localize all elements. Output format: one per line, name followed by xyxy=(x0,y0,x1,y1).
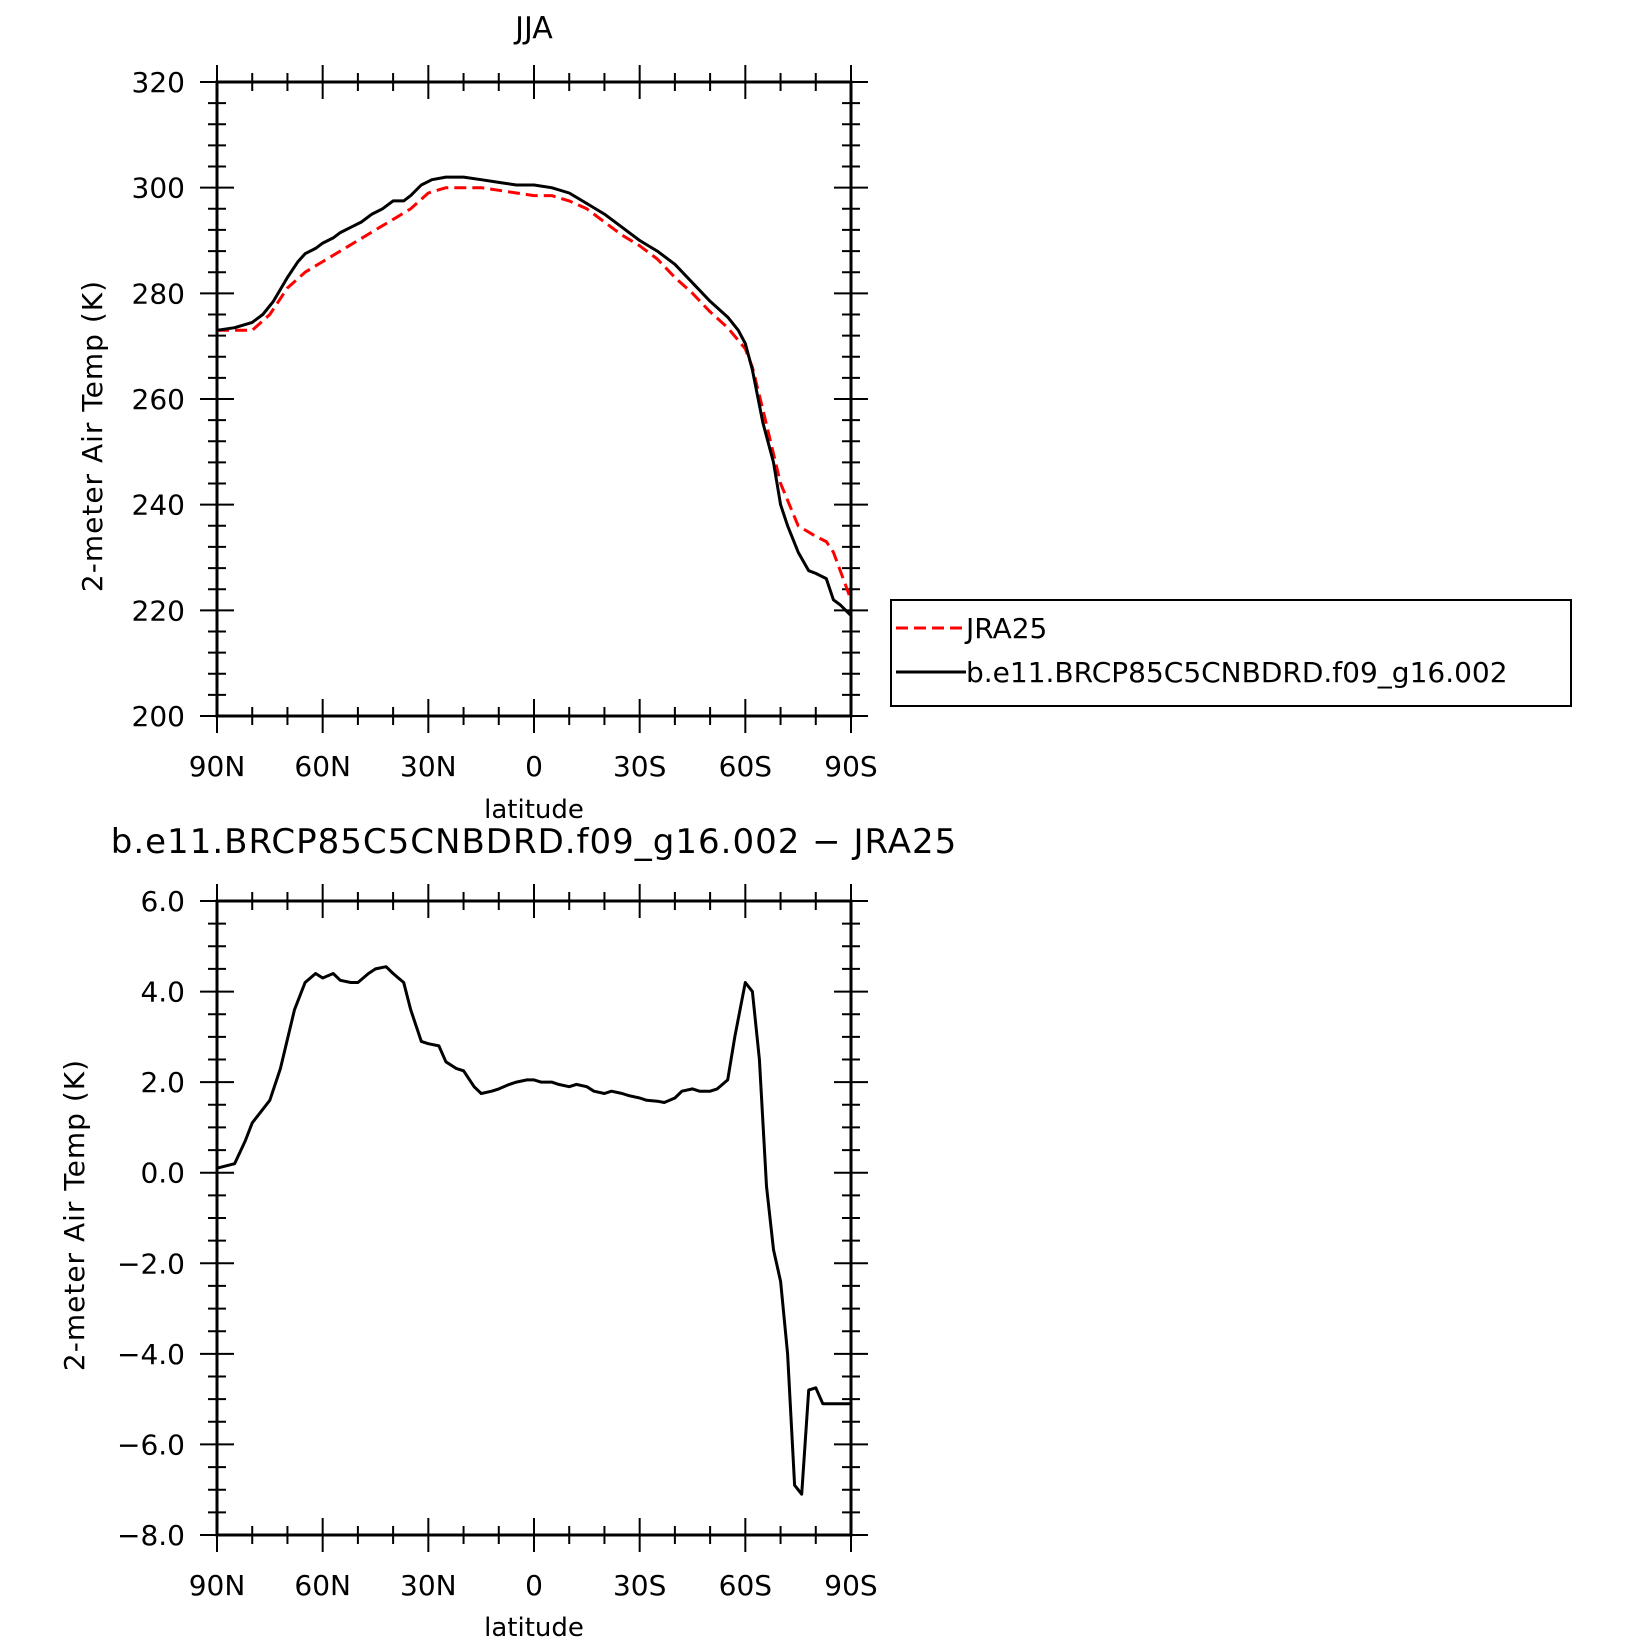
bottom-chart-x-axis-label: latitude xyxy=(484,1613,584,1641)
bottom-chart-series-line-0 xyxy=(216,965,851,1496)
top-chart-panel: JJA 2-meter Air Temp (K) latitude 90N 60N… xyxy=(76,11,878,825)
top-chart-x-tick-label: 30N xyxy=(400,750,457,783)
bottom-chart-x-tick-label: 60S xyxy=(719,1569,772,1602)
top-chart-y-tick-label: 240 xyxy=(132,489,185,522)
bottom-chart-title: b.e11.BRCP85C5CNBDRD.f09_g16.002 − JRA25 xyxy=(111,822,958,862)
top-chart-series-line-1 xyxy=(216,175,853,617)
bottom-chart-y-tick-label: −2.0 xyxy=(117,1247,185,1280)
top-chart-x-tick-label: 90N xyxy=(189,750,246,783)
top-chart-x-axis-label: latitude xyxy=(484,795,584,825)
bottom-chart-ticks xyxy=(200,884,868,1552)
top-chart-tick-labels: 90N 60N 30N 0 30S 60S 90S 200 220 240 260 280 300 320 xyxy=(132,66,878,783)
bottom-chart-x-tick-label: 90S xyxy=(824,1569,877,1602)
top-chart-plot-frame xyxy=(215,80,853,718)
top-chart-y-tick-label: 200 xyxy=(132,700,185,733)
bottom-chart-series-lines xyxy=(216,965,851,1496)
top-chart-y-axis-label: 2-meter Air Temp (K) xyxy=(76,280,109,592)
top-chart-y-tick-label: 260 xyxy=(132,383,185,416)
bottom-chart-plot-frame xyxy=(215,899,853,1537)
top-chart-x-tick-label: 60S xyxy=(719,750,772,783)
top-chart-y-tick-label: 220 xyxy=(132,594,185,627)
bottom-chart-x-tick-label: 90N xyxy=(189,1569,246,1602)
bottom-chart-x-tick-label: 60N xyxy=(294,1569,351,1602)
legend-entry-jra25: JRA25 xyxy=(964,612,1047,645)
bottom-chart-y-tick-label: −8.0 xyxy=(117,1519,185,1552)
top-chart-y-tick-label: 280 xyxy=(132,277,185,310)
top-chart-x-tick-label: 90S xyxy=(824,750,877,783)
bottom-chart-x-tick-label: 30N xyxy=(400,1569,457,1602)
top-chart-series-line-0 xyxy=(217,186,853,601)
top-chart-title: JJA xyxy=(513,11,553,46)
top-chart-series-lines xyxy=(216,175,853,617)
top-chart-ticks xyxy=(200,65,868,733)
bottom-chart-y-tick-label: 6.0 xyxy=(140,885,185,918)
top-chart-y-tick-label: 320 xyxy=(132,66,185,99)
bottom-chart-x-tick-label: 0 xyxy=(525,1569,543,1602)
bottom-chart-y-tick-label: 2.0 xyxy=(140,1066,185,1099)
bottom-chart-x-tick-label: 30S xyxy=(613,1569,666,1602)
legend: JRA25 b.e11.BRCP85C5CNBDRD.f09_g16.002 xyxy=(890,599,1572,707)
top-chart-x-tick-label: 30S xyxy=(613,750,666,783)
bottom-chart-y-tick-label: −4.0 xyxy=(117,1338,185,1371)
bottom-chart-tick-labels: 90N 60N 30N 0 30S 60S 90S −8.0 −6.0 −4.0 −2.0 0.0 2.… xyxy=(117,885,878,1602)
legend-entry-model: b.e11.BRCP85C5CNBDRD.f09_g16.002 xyxy=(966,656,1508,689)
bottom-chart-panel: b.e11.BRCP85C5CNBDRD.f09_g16.002 − JRA25… xyxy=(58,822,958,1641)
bottom-chart-y-tick-label: 0.0 xyxy=(140,1157,185,1190)
top-chart-x-tick-label: 0 xyxy=(525,750,543,783)
bottom-chart-y-axis-label: 2-meter Air Temp (K) xyxy=(58,1059,91,1371)
legend-box xyxy=(890,599,1572,707)
bottom-chart-y-tick-label: −6.0 xyxy=(117,1428,185,1461)
top-chart-x-tick-label: 60N xyxy=(294,750,351,783)
bottom-chart-y-tick-label: 4.0 xyxy=(140,976,185,1009)
top-chart-y-tick-label: 300 xyxy=(132,172,185,205)
